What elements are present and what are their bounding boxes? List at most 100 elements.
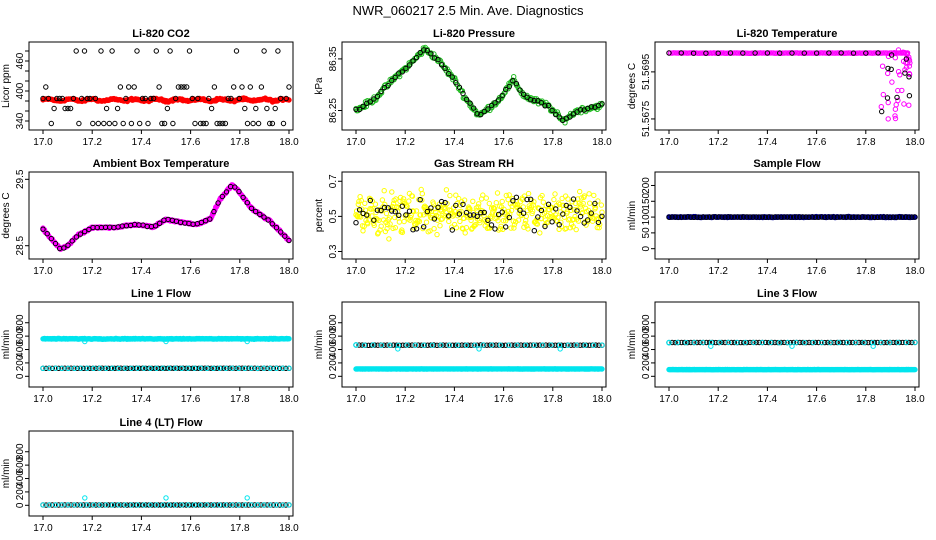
point-avg [467,206,473,212]
point-raw [200,120,207,127]
point-cyan-low [160,365,166,371]
point-avg [386,236,392,242]
point-raw [211,84,218,90]
point-raw [178,84,184,90]
point-avg [355,201,361,208]
point-raw [264,105,270,112]
point-raw [258,502,264,508]
point-l3-dips [708,343,714,349]
point-raw [244,200,251,206]
point-l4 [134,502,141,508]
point-raw [62,365,68,371]
panel-title: Sample Flow [753,158,821,170]
point-raw [247,84,254,90]
point-avg [360,228,366,234]
point-raw [542,103,548,109]
point-avg [415,217,421,224]
point-avg [446,218,452,225]
point-l4 [166,502,172,508]
point-raw [856,339,862,346]
point-raw [87,502,93,508]
point-avg [422,203,428,209]
point-avg [529,210,535,217]
point-raw [43,84,49,90]
point-raw [45,95,52,102]
point-raw [421,47,427,53]
point-avg [717,50,723,56]
point-avg [589,218,596,224]
point-cyan-low [229,365,235,371]
point-raw-drop [884,95,891,101]
point-cyan-high [514,342,520,348]
point-avg [476,201,482,207]
point-cyan-high [582,342,588,348]
point-raw [214,120,220,127]
point-raw [67,105,74,112]
point-raw [568,342,574,348]
point-raw [378,207,384,214]
point-avg [494,190,501,196]
point-l3 [912,366,918,373]
point-raw [503,86,509,93]
panel-title: Line 1 Flow [131,288,191,300]
point-raw [672,214,678,220]
point-l4 [280,502,286,508]
x-tick-label: 17.8 [856,266,876,277]
point-raw [49,365,55,371]
point-avg-drop [885,53,892,60]
point-raw [834,214,840,220]
point-avg [577,204,583,210]
point-avg [437,223,443,229]
point-avg [433,209,439,215]
point-raw [87,365,93,371]
y-tick-label: 200 [15,354,26,371]
x-tick-label: 17.2 [708,394,728,405]
point-raw [43,502,49,508]
point-raw [524,196,530,203]
point-avg [371,222,377,229]
point-raw [150,95,157,102]
point-avg [413,208,420,214]
point-raw [502,342,509,348]
point-raw [446,70,452,77]
point-raw [535,214,541,220]
point-avg [509,203,515,209]
point-raw [424,47,430,54]
plot-frame [341,301,607,388]
point-l4 [235,502,242,508]
point-cyan-high [734,339,740,346]
point-l4 [172,502,179,508]
plot-frame [654,171,920,260]
point-raw [56,95,63,102]
point-raw [812,214,819,220]
point-raw [596,342,602,348]
point-avg [525,226,531,232]
point-cyan-high [539,342,546,348]
x-tick-label: 17.6 [807,137,827,148]
y-tick-label: 600 [641,327,652,344]
point-cyan-high [590,342,597,348]
point-raw [800,214,806,220]
x-tick-label: 17.0 [659,394,679,405]
y-axis-label: degrees C [1,192,12,238]
point-raw [778,214,784,220]
point-raw [384,342,390,348]
point-raw [139,95,146,102]
x-tick-label: 17.6 [181,137,201,148]
point-avg [407,217,413,223]
y-axis-label: ml/min [1,330,12,359]
y-tick-label: 400 [641,341,652,358]
point-raw [128,120,135,127]
point-raw-drop [879,108,885,115]
y-tick-label: 0 [641,373,652,379]
point-raw [120,120,126,127]
point-cyan-high [717,339,723,346]
x-tick-label: 17.8 [856,394,876,405]
point-avg [397,198,403,205]
point-l4 [40,502,46,508]
point-avg [386,215,393,221]
point-avg [524,223,530,229]
point-raw [186,48,193,54]
point-avg [596,225,602,231]
point-raw [859,214,865,220]
